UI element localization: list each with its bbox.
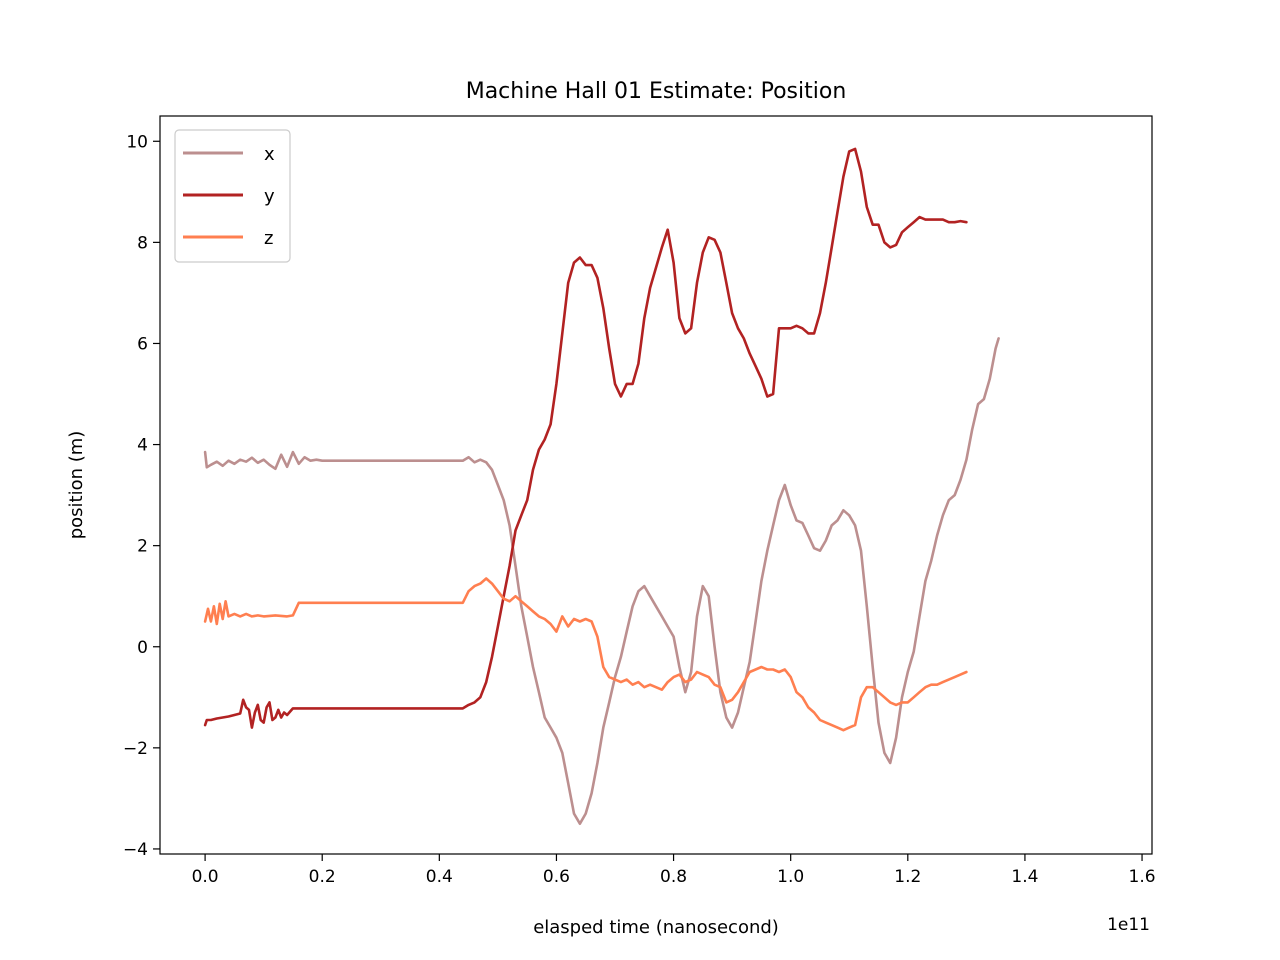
legend-label-z: z bbox=[264, 228, 273, 249]
y-axis-ticks: −4 −2 0 2 4 6 8 10 bbox=[123, 132, 160, 860]
y-tick-label: −4 bbox=[123, 840, 148, 860]
legend: xyz bbox=[174, 129, 291, 263]
x-tick-label: 1.0 bbox=[777, 867, 804, 887]
y-tick-label: 0 bbox=[137, 638, 148, 658]
y-tick-label: 6 bbox=[137, 334, 148, 354]
y-tick-label: 4 bbox=[137, 436, 148, 456]
series-layer bbox=[203, 147, 1000, 825]
x-tick-label: 0.0 bbox=[192, 867, 219, 887]
x-tick-label: 0.2 bbox=[309, 867, 336, 887]
x-axis-label: elasped time (nanosecond) bbox=[533, 917, 779, 938]
x-tick-label: 1.4 bbox=[1011, 867, 1038, 887]
x-tick-label: 1.2 bbox=[894, 867, 921, 887]
series-line-y bbox=[203, 147, 968, 729]
chart-title: Machine Hall 01 Estimate: Position bbox=[466, 79, 847, 104]
x-tick-label: 0.6 bbox=[543, 867, 570, 887]
legend-label-x: x bbox=[264, 144, 275, 165]
plot-area: 0.0 0.2 0.4 0.6 0.8 1.0 1.2 1.4 1.6 −4 −2 0 2 4 6 8 10 bbox=[123, 115, 1156, 887]
x-tick-label: 0.8 bbox=[660, 867, 687, 887]
legend-label-y: y bbox=[264, 186, 275, 207]
x-tick-label: 0.4 bbox=[426, 867, 453, 887]
series-line-x bbox=[203, 337, 1000, 825]
y-tick-label: −2 bbox=[123, 739, 148, 759]
plot-frame bbox=[159, 115, 1153, 855]
x-tick-label: 1.6 bbox=[1129, 867, 1156, 887]
y-tick-label: 2 bbox=[137, 537, 148, 557]
y-tick-label: 10 bbox=[126, 132, 148, 152]
x-axis-ticks: 0.0 0.2 0.4 0.6 0.8 1.0 1.2 1.4 1.6 bbox=[192, 854, 1156, 887]
legend-entries: xyz bbox=[183, 144, 275, 249]
x-axis-offset-label: 1e11 bbox=[1107, 915, 1150, 935]
series-line-z bbox=[203, 577, 968, 732]
y-axis-label: position (m) bbox=[66, 431, 87, 540]
y-tick-label: 8 bbox=[137, 233, 148, 253]
